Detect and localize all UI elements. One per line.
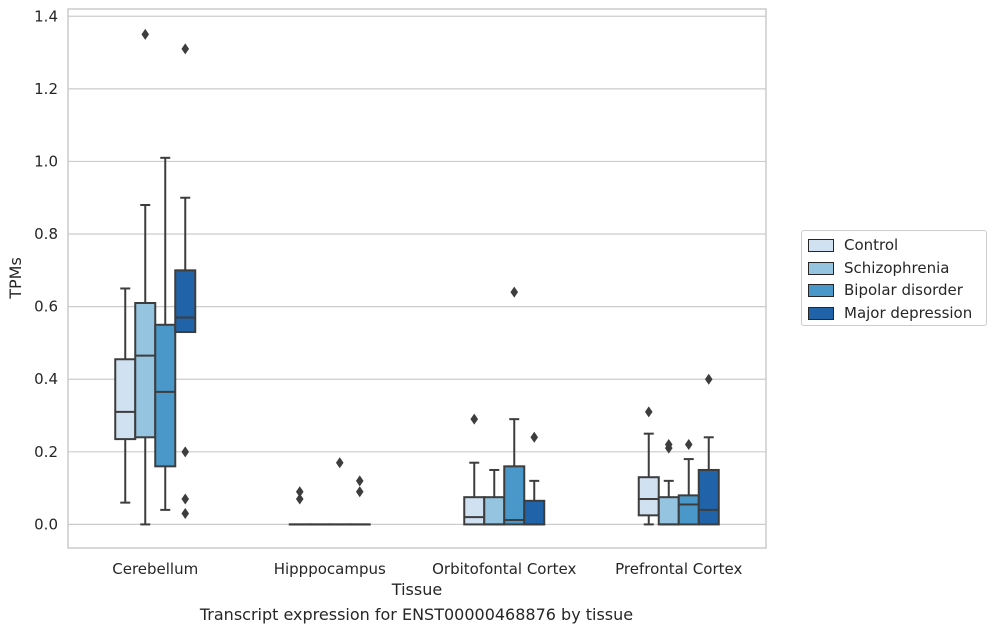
y-axis-title: TPMs (6, 257, 25, 300)
legend-item-major-depression: Major depression (808, 303, 972, 323)
plot-area-frame (67, 8, 767, 549)
legend-label-control: Control (844, 236, 899, 254)
y-tick-label: 0.0 (34, 515, 58, 533)
outlier-point (704, 373, 713, 385)
x-tick-label: Hipppocampus (274, 560, 386, 578)
box-iqr (463, 496, 486, 526)
legend-item-schizophrenia: Schizophrenia (808, 258, 949, 278)
box-iqr (174, 269, 197, 334)
outlier-point (181, 493, 190, 505)
outlier-point (355, 475, 364, 487)
box-major-depression (523, 431, 546, 526)
y-tick-labels: 0.0 0.2 0.4 0.6 0.8 1.0 1.2 1.4 (34, 7, 58, 533)
y-tick-label: 1.2 (34, 80, 58, 98)
box-iqr (134, 302, 157, 439)
outlier-point (530, 431, 539, 443)
outlier-point (684, 439, 693, 451)
legend-swatch-bipolar-disorder (808, 283, 834, 297)
y-tick-label: 1.0 (34, 152, 58, 170)
box-iqr (697, 468, 720, 526)
box-major-depression (174, 43, 197, 520)
x-axis-title: Tissue (391, 580, 442, 599)
box-iqr (523, 499, 546, 526)
box-iqr (114, 358, 137, 441)
outlier-point (510, 286, 519, 298)
legend-swatch-major-depression (808, 306, 834, 320)
outlier-point (181, 446, 190, 458)
box-control (637, 406, 660, 526)
figure-caption: Transcript expression for ENST0000046887… (199, 605, 634, 624)
x-tick-label: Orbitofontal Cortex (432, 560, 576, 578)
box-schizophrenia (134, 28, 157, 526)
outlier-point (295, 493, 304, 505)
outlier-point (181, 43, 190, 55)
box-series (114, 28, 720, 526)
x-tick-label: Cerebellum (112, 560, 198, 578)
x-tick-label: Prefrontal Cortex (615, 560, 742, 578)
y-tick-label: 0.4 (34, 370, 58, 388)
legend: Control Schizophrenia Bipolar disorder M… (801, 230, 987, 326)
box-control (114, 287, 137, 504)
box-iqr (503, 465, 526, 526)
legend-swatch-control (808, 238, 834, 252)
outlier-point (141, 28, 150, 40)
legend-label-major-depression: Major depression (844, 304, 973, 322)
y-tick-label: 0.6 (34, 298, 58, 316)
box-bipolar-disorder (503, 286, 526, 526)
box-iqr (154, 323, 177, 468)
outlier-point (295, 486, 304, 498)
outlier-point (644, 406, 653, 418)
outlier-point (181, 508, 190, 520)
legend-swatch-schizophrenia (808, 261, 834, 275)
box-iqr (677, 494, 700, 526)
box-iqr (483, 496, 506, 526)
box-bipolar-disorder (328, 457, 351, 526)
y-tick-label: 0.2 (34, 443, 58, 461)
box-schizophrenia (483, 468, 506, 526)
outlier-point (664, 439, 673, 451)
box-major-depression (697, 373, 720, 526)
outlier-point (355, 486, 364, 498)
outlier-point (470, 413, 479, 425)
y-tick-label: 0.8 (34, 225, 58, 243)
box-bipolar-disorder (154, 156, 177, 511)
x-tick-labels: Cerebellum Hipppocampus Orbitofontal Corte… (112, 560, 742, 578)
legend-item-control: Control (808, 235, 898, 255)
box-control (288, 486, 311, 526)
box-control (463, 413, 486, 526)
box-iqr (637, 476, 660, 517)
legend-item-bipolar-disorder: Bipolar disorder (808, 280, 963, 300)
y-tick-label: 1.4 (34, 7, 58, 25)
box-schizophrenia (657, 439, 680, 526)
box-iqr (657, 496, 680, 526)
legend-label-bipolar-disorder: Bipolar disorder (844, 281, 963, 299)
legend-label-schizophrenia: Schizophrenia (844, 259, 950, 277)
outlier-point (335, 457, 344, 469)
box-major-depression (348, 475, 371, 526)
